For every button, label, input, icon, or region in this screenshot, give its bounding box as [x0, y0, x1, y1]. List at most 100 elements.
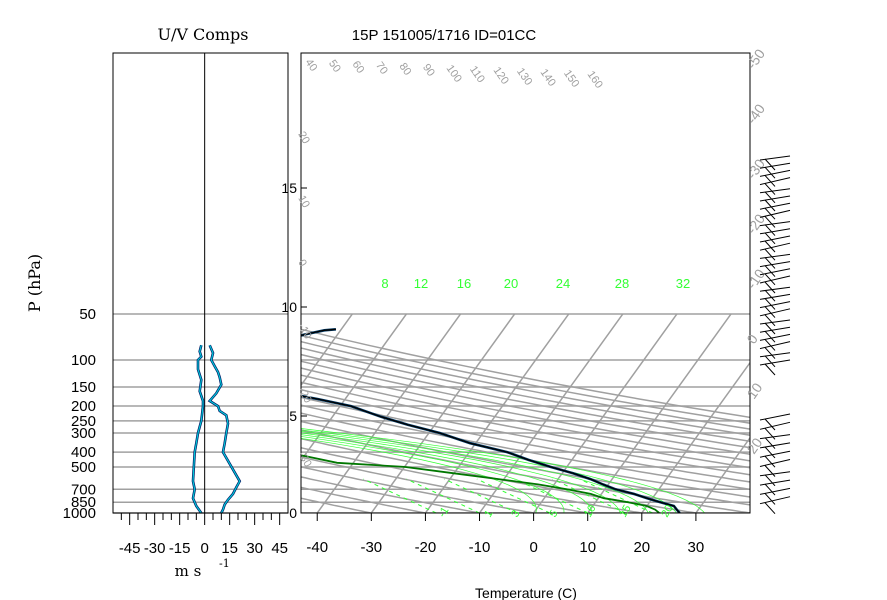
skewt-title: 15P 151005/1716 ID=01CC — [352, 27, 537, 44]
mixing-ratio-line — [363, 478, 437, 513]
isotherm — [301, 313, 353, 387]
mixing-ratio-label: 28 — [615, 276, 629, 291]
wind-barb — [759, 308, 791, 327]
wind-barb-flag — [764, 306, 776, 318]
wind-barb-staff — [759, 471, 791, 477]
wind-barb — [759, 235, 791, 253]
dry-adiabat — [301, 340, 750, 430]
wind-barb-flag — [764, 474, 776, 487]
wind-barb-staff — [759, 301, 791, 309]
dry-adiabat — [301, 466, 538, 513]
wind-barb-staff — [759, 275, 791, 284]
skewt-x-tick-label: 30 — [688, 539, 705, 556]
bottom-mixing-labels: -1 1 3 5 10 15 20 — [436, 503, 676, 520]
bottom-mixing-label: 15 — [617, 503, 634, 520]
wind-barb-flag — [764, 446, 776, 459]
wind-barb-staff — [759, 352, 791, 358]
pressure-tick-label: 700 — [71, 481, 96, 498]
uv-x-tick-labels: -45 -30 -15 0 15 30 45 — [119, 540, 288, 557]
wind-barb-flag — [764, 483, 776, 496]
skewt-x-tick-label: -40 — [306, 539, 328, 556]
isotherm — [155, 314, 298, 513]
dry-adiabat — [301, 367, 750, 455]
wind-barb-flag — [764, 191, 776, 204]
mixing-ratio-label: 32 — [676, 276, 690, 291]
uv-x-tick-label: 0 — [200, 540, 208, 557]
wind-barb — [759, 155, 791, 171]
uv-x-axis-exponent: -1 — [219, 557, 230, 570]
mixing-ratio-line — [579, 478, 653, 513]
bottom-mixing-label: 10 — [582, 503, 599, 520]
wind-barb — [759, 242, 791, 261]
height-tick-label: 0 — [289, 505, 297, 521]
wind-barb — [759, 319, 791, 335]
wind-barb-staff — [759, 421, 791, 430]
uv-grid — [113, 53, 288, 525]
wind-barb — [759, 434, 791, 449]
skewt-x-tick-label: 20 — [633, 539, 650, 556]
dry-adiabat — [301, 388, 750, 476]
pressure-tick-label: 1000 — [63, 505, 96, 522]
dry-adiabat — [301, 353, 750, 443]
wind-barb — [759, 195, 791, 212]
wind-barb-flag — [764, 158, 776, 171]
wind-barb-flag — [764, 248, 776, 261]
wind-barb-flag — [764, 240, 776, 253]
wind-barb-staff — [759, 286, 791, 292]
bottom-mixing-label: 3 — [509, 508, 522, 519]
uv-y-axis-label: P (hPa) — [25, 254, 44, 312]
pressure-tick-label: 100 — [71, 352, 96, 369]
mixing-ratio-label: 24 — [556, 276, 570, 291]
wind-barb — [759, 352, 791, 368]
wind-barb — [759, 442, 791, 459]
dry-adiabat — [301, 374, 750, 462]
mixing-ratio-line — [476, 478, 551, 513]
uv-x-tick-label: -45 — [119, 540, 141, 557]
wind-barb-staff — [759, 261, 791, 268]
dry-adiabat — [301, 412, 750, 498]
height-tick-label: 10 — [281, 299, 297, 315]
wind-barb-staff — [759, 253, 791, 259]
wind-barb-staff — [759, 459, 791, 467]
theta-label: 90 — [420, 62, 437, 79]
dry-adiabat — [301, 429, 750, 513]
uv-x-tick-label: 45 — [271, 540, 288, 557]
dry-adiabat — [301, 334, 750, 424]
skewt-series — [301, 328, 681, 513]
isotherm — [0, 314, 28, 513]
wind-barb-staff — [759, 228, 791, 235]
skewt-x-tick-label: -20 — [415, 539, 437, 556]
dry-adiabat — [301, 360, 750, 449]
wind-barb-staff — [759, 209, 791, 218]
skewt-grid — [0, 313, 750, 513]
dry-adiabat — [301, 404, 750, 491]
left-theta-label: -20 — [295, 386, 313, 406]
bottom-mixing-label: 5 — [547, 508, 560, 519]
wind-barb — [759, 333, 791, 351]
wind-barb — [759, 413, 791, 431]
mixing-ratio-label: 8 — [381, 276, 388, 291]
isotherm — [533, 313, 678, 513]
isotherm — [641, 361, 750, 513]
right-isotherm-label: 0 — [743, 331, 761, 347]
wind-barb — [759, 169, 791, 187]
wind-barb — [759, 228, 791, 245]
dry-adiabat — [301, 486, 430, 513]
uv-panel: U/V Comps P (hPa) 5010015020025030040050… — [25, 25, 289, 580]
left-theta-label: 20 — [295, 130, 312, 147]
height-tick-label: 15 — [281, 180, 297, 196]
isotherm — [0, 314, 82, 513]
mixing-ratio-line — [514, 478, 588, 513]
theta-label: 40 — [303, 57, 320, 74]
mixing-ratio-labels: 8 12 16 20 24 28 32 — [381, 276, 690, 291]
uv-frame — [112, 52, 289, 514]
isotherm — [0, 314, 136, 513]
isotherm — [424, 313, 570, 513]
wind-barb-staff — [759, 293, 791, 300]
theta-label: 140 — [538, 67, 558, 89]
wind-barb-flag — [764, 465, 776, 477]
skewt-x-tick-label: -10 — [469, 539, 491, 556]
wind-barb — [759, 450, 791, 468]
